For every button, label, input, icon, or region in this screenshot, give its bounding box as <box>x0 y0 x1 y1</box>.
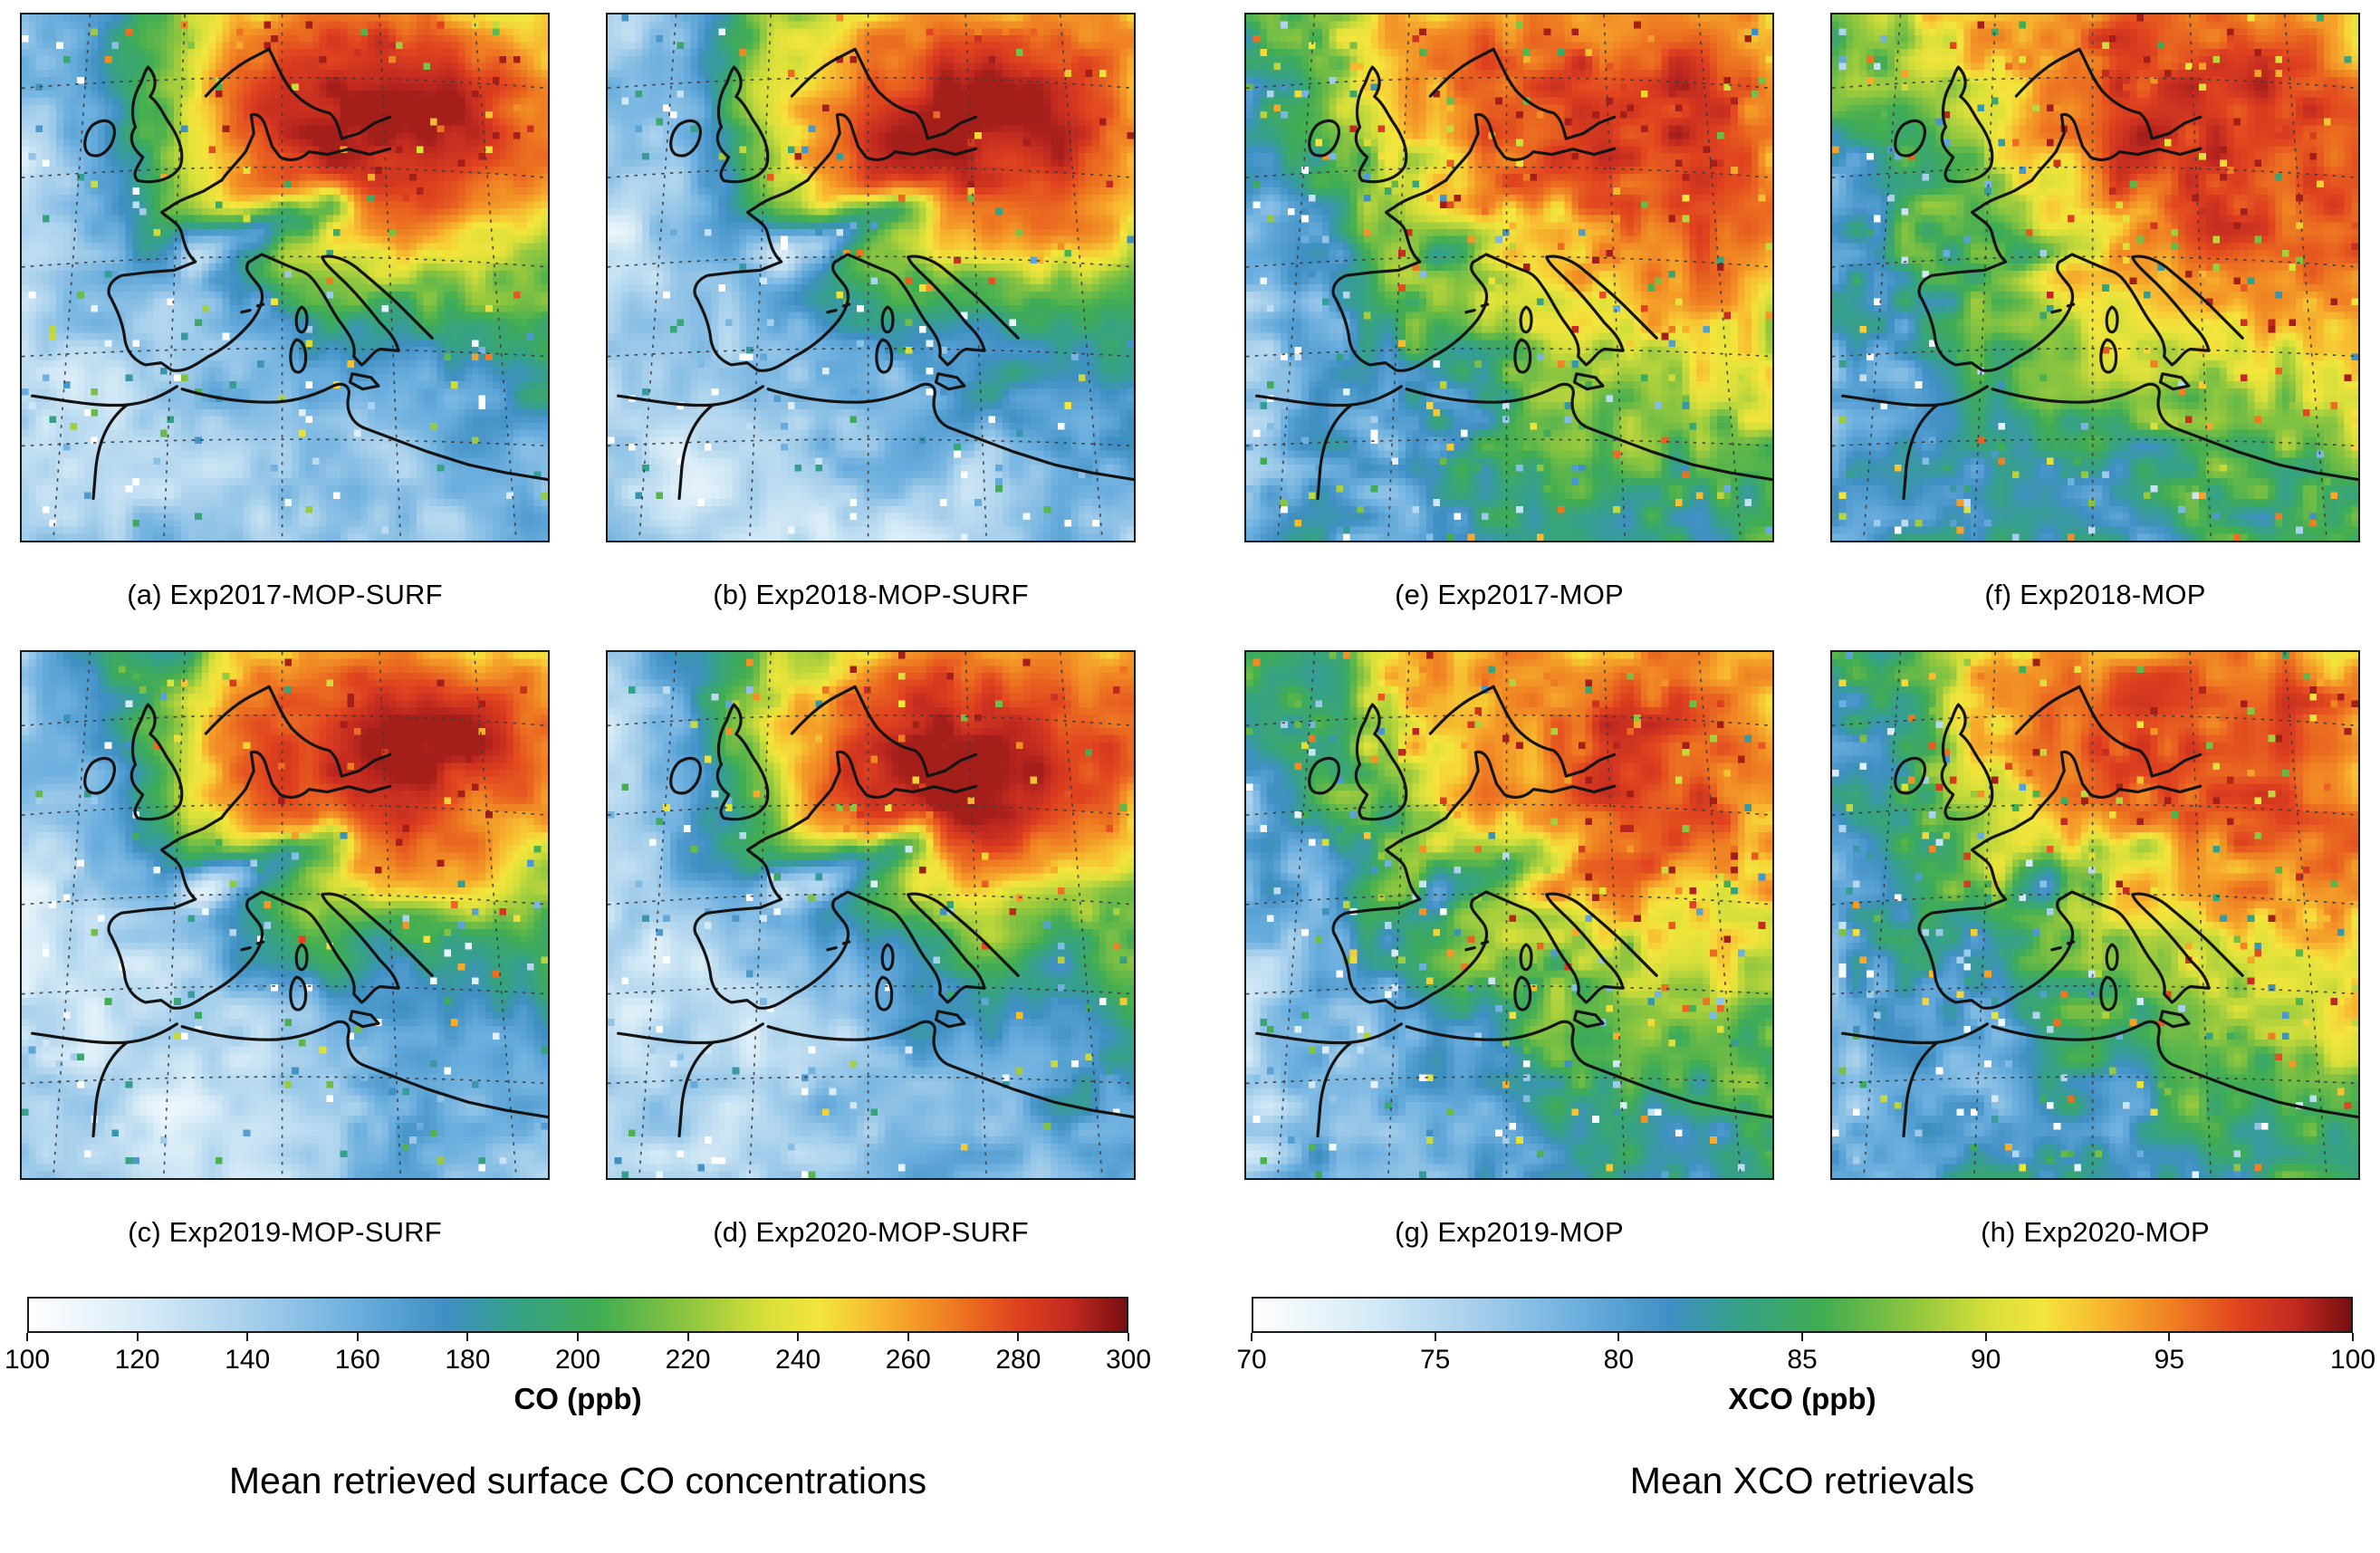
xco-colorbar-gradient <box>1253 1299 2351 1331</box>
coastline-overlay <box>608 14 1134 541</box>
coastline-overlay <box>1246 652 1772 1178</box>
panel-e: (e) Exp2017-MOP <box>1244 13 1774 650</box>
colorbar-tick <box>686 1333 689 1341</box>
colorbar-tick <box>1434 1333 1436 1341</box>
colorbar-tick <box>797 1333 800 1341</box>
map-g <box>1244 650 1774 1180</box>
colorbar-tick-label: 220 <box>665 1345 711 1375</box>
colorbar-tick <box>907 1333 909 1341</box>
panel-label-b: (b) Exp2018-MOP-SURF <box>713 579 1029 610</box>
colorbar-tick <box>246 1333 249 1341</box>
panel-d: (d) Exp2020-MOP-SURF <box>606 650 1136 1288</box>
panel-h: (h) Exp2020-MOP <box>1830 650 2360 1288</box>
surface-co-panel-grid: (a) Exp2017-MOP-SURF (b) Exp2018-MOP-SUR… <box>20 13 1136 1288</box>
map-d <box>606 650 1136 1180</box>
xco-panel-grid: (e) Exp2017-MOP (f) Exp2018-MOP (g) Exp2… <box>1244 13 2360 1288</box>
colorbar-tick <box>2352 1333 2354 1341</box>
coastline-overlay <box>22 652 548 1178</box>
colorbar-tick <box>136 1333 139 1341</box>
map-h <box>1830 650 2360 1180</box>
heatmap-canvas-c <box>22 652 548 1178</box>
map-b <box>606 13 1136 542</box>
colorbar-tick-label: 100 <box>4 1345 51 1375</box>
colorbar-tick-label: 280 <box>995 1345 1041 1375</box>
panel-label-d: (d) Exp2020-MOP-SURF <box>713 1216 1029 1248</box>
colorbar-tick-label: 120 <box>114 1345 160 1375</box>
coastline-overlay <box>1832 14 2358 541</box>
surface-co-caption: Mean retrieved surface CO concentrations <box>228 1460 927 1501</box>
colorbar-tick <box>2168 1333 2171 1341</box>
figure: (a) Exp2017-MOP-SURF (b) Exp2018-MOP-SUR… <box>5 13 2375 1502</box>
heatmap-canvas-b <box>608 14 1134 541</box>
xco-colorbar-block: 70 75 80 85 90 95 100 XCO (ppb) <box>1236 1297 2375 1416</box>
coastline-overlay <box>1832 652 2358 1178</box>
panel-c: (c) Exp2019-MOP-SURF <box>20 650 550 1288</box>
colorbar-tick-label: 85 <box>1787 1345 1818 1375</box>
map-c <box>20 650 550 1180</box>
colorbar-tick <box>1984 1333 1987 1341</box>
panel-label-h: (h) Exp2020-MOP <box>1981 1216 2210 1248</box>
panel-f: (f) Exp2018-MOP <box>1830 13 2360 650</box>
colorbar-tick <box>1801 1333 1803 1341</box>
colorbar-tick <box>1017 1333 1020 1341</box>
colorbar-tick <box>577 1333 579 1341</box>
colorbar-tick-label: 260 <box>885 1345 931 1375</box>
surface-co-group: (a) Exp2017-MOP-SURF (b) Exp2018-MOP-SUR… <box>5 13 1151 1502</box>
co-colorbar-ticks: 100 120 140 160 180 200 220 240 260 280 300 <box>5 1333 1151 1378</box>
colorbar-tick-label: 75 <box>1419 1345 1451 1375</box>
colorbar-tick-label: 80 <box>1603 1345 1635 1375</box>
map-a <box>20 13 550 542</box>
panel-a: (a) Exp2017-MOP-SURF <box>20 13 550 650</box>
colorbar-tick-label: 160 <box>334 1345 380 1375</box>
map-e <box>1244 13 1774 542</box>
colorbar-tick-label: 70 <box>1236 1345 1267 1375</box>
panel-label-e: (e) Exp2017-MOP <box>1395 579 1624 610</box>
colorbar-tick-label: 140 <box>225 1345 271 1375</box>
colorbar-tick <box>1617 1333 1620 1341</box>
heatmap-canvas-e <box>1246 14 1772 541</box>
heatmap-canvas-h <box>1832 652 2358 1178</box>
panel-label-g: (g) Exp2019-MOP <box>1395 1216 1624 1248</box>
map-f <box>1830 13 2360 542</box>
panel-label-c: (c) Exp2019-MOP-SURF <box>128 1216 442 1248</box>
heatmap-canvas-a <box>22 14 548 541</box>
colorbar-tick-label: 300 <box>1105 1345 1152 1375</box>
colorbar-tick-label: 180 <box>445 1345 491 1375</box>
co-colorbar <box>27 1297 1128 1333</box>
xco-colorbar-ticks: 70 75 80 85 90 95 100 <box>1236 1333 2375 1378</box>
coastline-overlay <box>1246 14 1772 541</box>
co-colorbar-block: 100 120 140 160 180 200 220 240 260 280 300 CO (pp… <box>5 1297 1151 1416</box>
xco-caption: Mean XCO retrievals <box>1629 1460 1975 1501</box>
colorbar-tick <box>1128 1333 1129 1341</box>
heatmap-canvas-g <box>1246 652 1772 1178</box>
colorbar-tick-label: 90 <box>1970 1345 2001 1375</box>
xco-group: (e) Exp2017-MOP (f) Exp2018-MOP (g) Exp2… <box>1236 13 2375 1502</box>
panel-g: (g) Exp2019-MOP <box>1244 650 1774 1288</box>
colorbar-tick-label: 200 <box>554 1345 601 1375</box>
colorbar-tick <box>26 1333 28 1341</box>
panel-label-f: (f) Exp2018-MOP <box>1984 579 2206 610</box>
co-colorbar-title: CO (ppb) <box>513 1382 642 1415</box>
xco-colorbar-title: XCO (ppb) <box>1728 1382 1876 1415</box>
panel-label-a: (a) Exp2017-MOP-SURF <box>127 579 443 610</box>
colorbar-tick-label: 100 <box>2329 1345 2376 1375</box>
co-colorbar-gradient <box>29 1299 1127 1331</box>
colorbar-tick-label: 95 <box>2154 1345 2185 1375</box>
panel-b: (b) Exp2018-MOP-SURF <box>606 13 1136 650</box>
coastline-overlay <box>608 652 1134 1178</box>
colorbar-tick <box>466 1333 469 1341</box>
xco-colorbar <box>1252 1297 2353 1333</box>
colorbar-tick <box>356 1333 359 1341</box>
colorbar-tick-label: 240 <box>775 1345 821 1375</box>
coastline-overlay <box>22 14 548 541</box>
heatmap-canvas-d <box>608 652 1134 1178</box>
colorbar-tick <box>1251 1333 1252 1341</box>
heatmap-canvas-f <box>1832 14 2358 541</box>
